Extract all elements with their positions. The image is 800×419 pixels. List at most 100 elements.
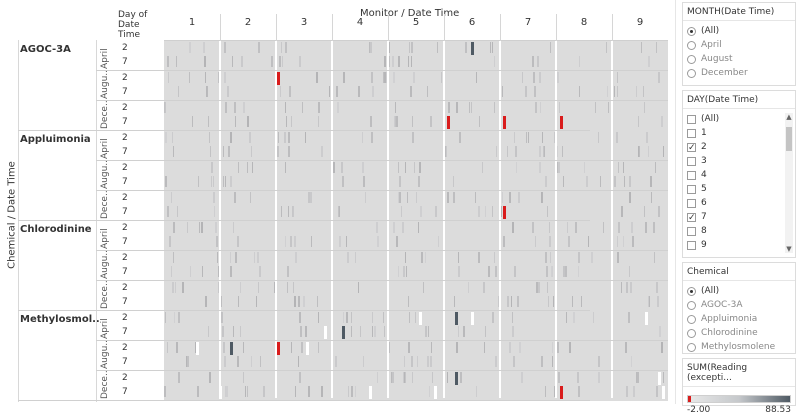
checkbox-icon[interactable] xyxy=(687,156,696,166)
filter-option[interactable]: AGOC-3A xyxy=(683,298,795,312)
heat-cell xyxy=(541,356,543,367)
scroll-up-icon[interactable]: ▲ xyxy=(786,113,792,121)
scroll-down-icon[interactable]: ▼ xyxy=(786,245,792,253)
heat-cell xyxy=(247,162,248,173)
heat-cell xyxy=(403,372,405,383)
heat-cell xyxy=(469,102,470,113)
monitor-header-1: 1 xyxy=(188,17,196,28)
filter-option[interactable]: ✓ 7 xyxy=(683,210,795,224)
filter-option[interactable]: April xyxy=(683,38,795,52)
scroll-thumb[interactable] xyxy=(786,127,792,151)
checkbox-icon[interactable] xyxy=(687,128,696,138)
heat-cell xyxy=(203,42,204,53)
heat-cell xyxy=(405,372,406,383)
filter-option[interactable]: 3 xyxy=(683,154,795,168)
heatmap-grid[interactable] xyxy=(164,41,668,401)
checkbox-icon[interactable] xyxy=(687,114,696,124)
filter-option[interactable]: (All) xyxy=(683,112,795,126)
heat-cell xyxy=(458,252,459,263)
monitor-divider xyxy=(219,41,221,398)
heat-cell xyxy=(234,102,236,113)
heat-cell xyxy=(650,176,652,187)
heat-cell xyxy=(554,132,555,143)
heat-cell-highlight xyxy=(503,116,506,129)
heat-cell xyxy=(445,146,447,157)
heat-cell xyxy=(238,162,239,173)
checkbox-icon[interactable] xyxy=(687,198,696,208)
heat-cell xyxy=(644,206,645,217)
day-label: 2 xyxy=(122,133,128,143)
radio-icon[interactable] xyxy=(687,314,696,324)
heat-cell xyxy=(593,312,594,323)
heat-cell xyxy=(335,356,337,367)
day-label: 2 xyxy=(122,193,128,203)
filter-option[interactable]: 8 xyxy=(683,224,795,238)
filter-option[interactable]: December xyxy=(683,66,795,80)
heat-cell xyxy=(285,162,286,173)
filter-option[interactable]: August xyxy=(683,52,795,66)
heat-cell xyxy=(198,176,199,187)
heat-cell xyxy=(220,296,222,307)
radio-icon[interactable] xyxy=(687,54,696,64)
filter-option[interactable]: (All) xyxy=(683,24,795,38)
heat-cell xyxy=(278,132,279,143)
heat-cell xyxy=(377,236,379,247)
day-label: 2 xyxy=(122,343,128,353)
filter-option[interactable]: 6 xyxy=(683,196,795,210)
radio-icon[interactable] xyxy=(687,342,696,352)
heat-cell xyxy=(441,72,442,83)
filter-option[interactable]: ✓ 2 xyxy=(683,140,795,154)
heat-cell xyxy=(171,266,172,277)
heat-cell xyxy=(412,116,413,127)
radio-icon[interactable] xyxy=(687,328,696,338)
heat-cell xyxy=(623,236,624,247)
filter-option[interactable]: 1 xyxy=(683,126,795,140)
heat-cell xyxy=(308,386,310,397)
heat-cell xyxy=(393,72,395,83)
radio-icon[interactable] xyxy=(687,26,696,36)
filter-option[interactable]: Chlorodinine xyxy=(683,326,795,340)
heat-cell xyxy=(654,252,655,263)
heat-cell xyxy=(512,326,514,337)
filter-option[interactable]: 9 xyxy=(683,238,795,252)
heat-cell xyxy=(578,386,580,397)
checkbox-icon[interactable] xyxy=(687,184,696,194)
radio-icon[interactable] xyxy=(687,40,696,50)
checkbox-icon[interactable]: ✓ xyxy=(687,212,696,223)
heat-cell xyxy=(476,72,477,83)
checkbox-icon[interactable] xyxy=(687,170,696,180)
heat-cell xyxy=(207,86,208,97)
radio-icon[interactable] xyxy=(687,68,696,78)
filter-option[interactable]: Appluimonia xyxy=(683,312,795,326)
heat-cell xyxy=(630,282,632,293)
checkbox-icon[interactable] xyxy=(687,226,696,236)
heat-cell xyxy=(235,116,236,127)
heat-cell xyxy=(403,372,404,383)
radio-icon[interactable] xyxy=(687,300,696,310)
heat-cell xyxy=(402,222,404,233)
heatmap-viz: Monitor / Date Time Day of Date Time Che… xyxy=(7,0,676,404)
monitor-header-4: 4 xyxy=(356,17,364,28)
heat-cell xyxy=(447,192,449,203)
monitor-divider xyxy=(443,41,445,398)
heat-cell xyxy=(230,132,232,143)
filter-option[interactable]: Methylosmolene xyxy=(683,340,795,354)
day-filter-scrollbar[interactable]: ▲ ▼ xyxy=(785,113,793,253)
checkbox-icon[interactable]: ✓ xyxy=(687,142,696,153)
radio-icon[interactable] xyxy=(687,286,696,296)
monitor-header-divider xyxy=(276,14,277,41)
heat-cell xyxy=(167,56,169,67)
chemical-label: AGOC-3A xyxy=(20,44,71,55)
checkbox-icon[interactable] xyxy=(687,240,696,250)
heat-cell xyxy=(247,386,248,397)
heat-cell xyxy=(305,326,307,337)
filter-option[interactable]: (All) xyxy=(683,284,795,298)
monitor-divider xyxy=(611,41,613,398)
day-label: 7 xyxy=(122,147,128,157)
filter-option[interactable]: 5 xyxy=(683,182,795,196)
heat-cell xyxy=(237,356,239,367)
heat-cell xyxy=(566,312,567,323)
heat-cell-highlight xyxy=(560,386,563,399)
filter-option[interactable]: 4 xyxy=(683,168,795,182)
row-divider xyxy=(18,220,590,221)
